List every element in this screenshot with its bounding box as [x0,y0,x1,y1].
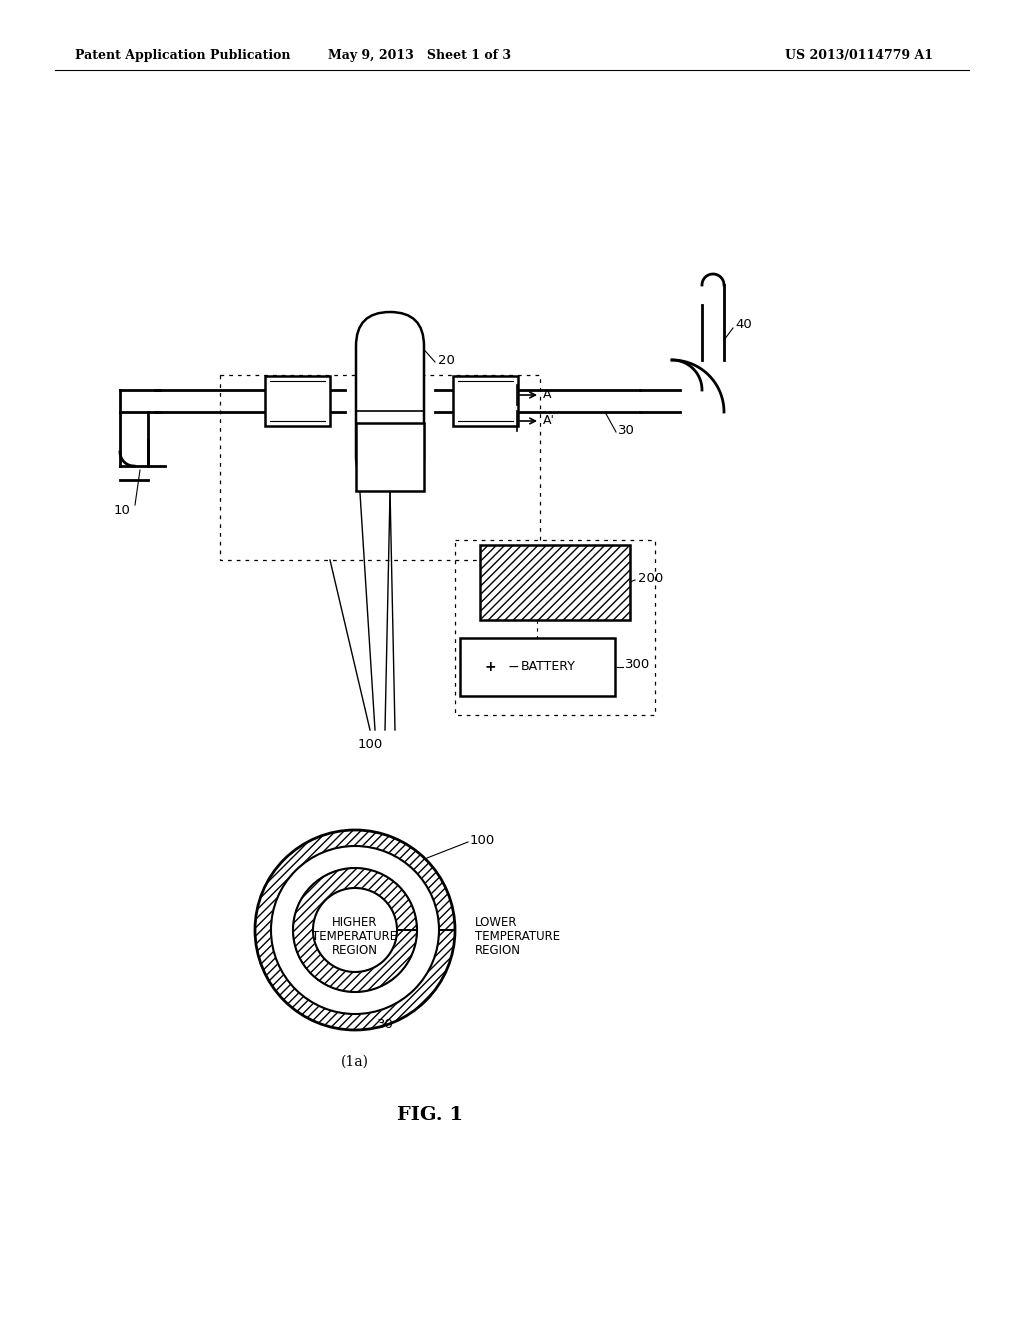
Text: A: A [543,388,552,400]
Bar [220,375,540,560]
Text: US 2013/0114779 A1: US 2013/0114779 A1 [785,49,933,62]
Text: May 9, 2013   Sheet 1 of 3: May 9, 2013 Sheet 1 of 3 [329,49,512,62]
Circle shape [271,846,439,1014]
Bar [453,376,518,426]
Circle shape [313,888,397,972]
Bar [480,545,630,620]
Text: TEMPERATURE: TEMPERATURE [475,929,560,942]
Text: 40: 40 [735,318,752,331]
Text: FIG. 1: FIG. 1 [397,1106,463,1125]
Polygon shape [255,830,455,1030]
Text: +: + [484,660,496,675]
Text: LOWER: LOWER [475,916,517,928]
Text: 300: 300 [625,659,650,672]
Text: REGION: REGION [475,944,521,957]
Text: TEMPERATURE: TEMPERATURE [312,929,397,942]
Text: (1a): (1a) [341,1055,369,1069]
Text: 10: 10 [113,503,130,516]
Bar [265,376,330,426]
Bar [356,422,424,491]
FancyBboxPatch shape [356,312,424,490]
Polygon shape [293,869,417,993]
Text: −: − [507,660,519,675]
Text: 200: 200 [638,572,664,585]
Text: HIGHER: HIGHER [332,916,378,928]
Text: 30: 30 [377,1019,394,1031]
Bar [460,638,615,696]
Text: A': A' [543,413,555,426]
Text: REGION: REGION [332,944,378,957]
Text: 100: 100 [470,833,496,846]
Text: BATTERY: BATTERY [520,660,575,673]
Text: 100: 100 [357,738,383,751]
Circle shape [255,830,455,1030]
Text: 30: 30 [618,424,635,437]
Bar [455,540,655,715]
Text: Patent Application Publication: Patent Application Publication [75,49,291,62]
Text: 20: 20 [438,354,455,367]
